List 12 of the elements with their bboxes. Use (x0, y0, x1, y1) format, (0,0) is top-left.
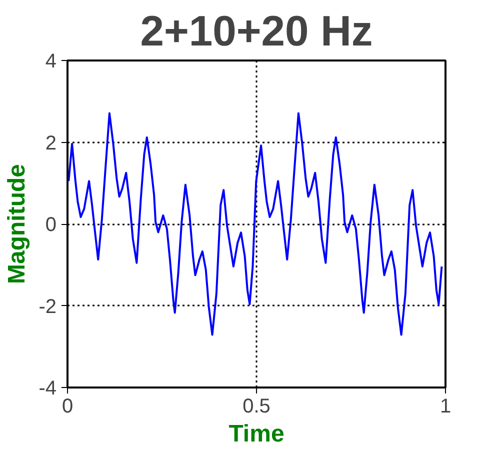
x-tick-label: 0.5 (242, 396, 270, 418)
chart-title: 2+10+20 Hz (140, 8, 373, 56)
x-tick-label: 1 (440, 396, 452, 418)
y-tick-label: -4 (38, 378, 57, 400)
y-tick-label: 0 (45, 214, 56, 236)
y-tick-label: 2 (45, 132, 56, 154)
y-axis-title: Magnitude (4, 164, 31, 284)
x-tick-label: 0 (62, 396, 74, 418)
x-axis-title: Time (228, 420, 284, 448)
y-tick-label: 4 (45, 50, 56, 72)
line-series (68, 112, 443, 336)
y-tick-label: -2 (38, 296, 57, 318)
